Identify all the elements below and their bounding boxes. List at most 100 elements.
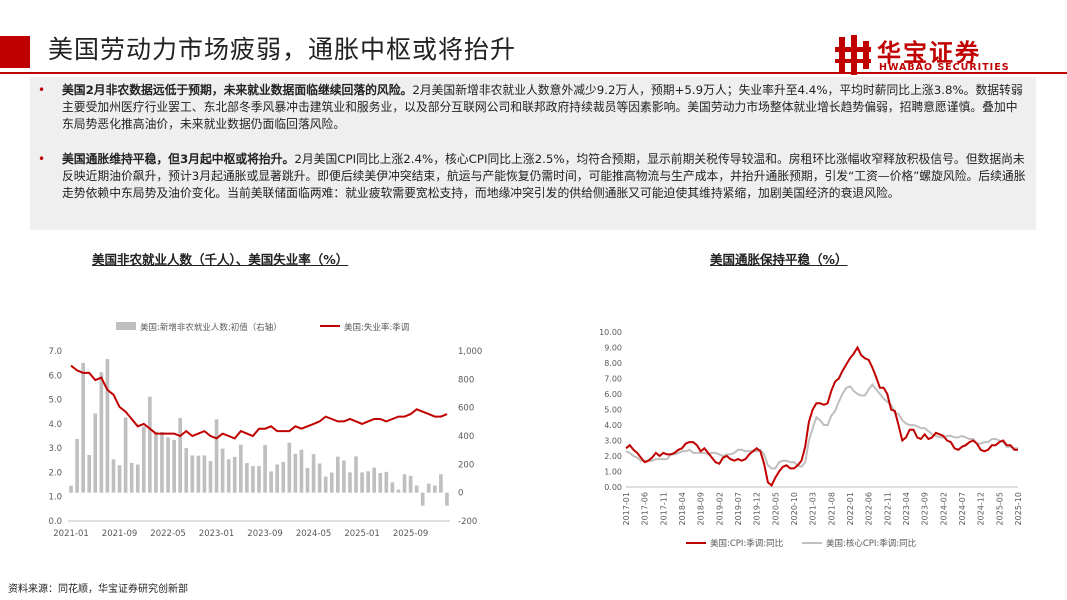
x-tick-label: 2024-02	[939, 492, 948, 525]
payroll-bar	[245, 463, 249, 493]
logo-text-cn: 华宝证券	[877, 39, 981, 67]
x-tick-label: 2019-12	[753, 492, 762, 525]
payroll-bar	[305, 467, 310, 493]
payroll-bar	[99, 372, 104, 493]
page-title: 美国劳动力市场疲弱，通胀中枢或将抬升	[48, 35, 517, 64]
x-tick-label: 2023-09	[247, 529, 283, 539]
core-cpi-line	[625, 383, 1018, 470]
payroll-bar	[238, 444, 243, 493]
payroll-bar	[372, 467, 377, 493]
y-right-tick-label: 0	[458, 489, 463, 499]
payroll-bar	[366, 471, 370, 493]
payroll-bar	[141, 426, 146, 493]
payroll-bar	[390, 482, 395, 493]
x-tick-label: 2025-05	[995, 492, 1004, 525]
summary-paragraph-inflation: • 美国通胀维持平稳，但3月起中枢或将抬升。2月美国CPI同比上涨2.4%，核心C…	[38, 151, 1027, 202]
x-tick-label: 2017-06	[641, 492, 650, 525]
payroll-bar	[93, 413, 98, 493]
unemployment-line	[70, 364, 448, 440]
payroll-bar	[329, 472, 334, 493]
x-tick-label: 2024-07	[958, 492, 967, 525]
x-tick-label: 2019-02	[715, 492, 724, 525]
payroll-bar	[117, 465, 122, 493]
x-tick-label: 2018-09	[697, 492, 706, 525]
y-tick-label: 6.00	[604, 390, 622, 399]
payroll-bar	[293, 453, 298, 493]
legend-label-unemployment: 美国:失业率:季调	[344, 322, 409, 333]
summary-headline: 美国通胀维持平稳，但3月起中枢或将抬升。	[62, 152, 295, 166]
x-tick-label: 2017-01	[622, 492, 631, 525]
y-left-tick-label: 2.0	[48, 468, 62, 478]
y-right-tick-label: 200	[458, 460, 474, 470]
y-right-tick-label: -200	[458, 517, 477, 527]
summary-body: 2月美国新增非农就业人数意外减少9.2万人，预期+5.9万人；失业率升至4.4%…	[62, 83, 1023, 131]
payroll-bar	[433, 485, 437, 493]
x-tick-label: 2017-11	[659, 492, 668, 525]
y-tick-label: 5.00	[604, 406, 622, 415]
y-left-tick-label: 3.0	[48, 444, 62, 454]
payroll-bar	[445, 492, 449, 506]
bullet-icon: •	[38, 83, 46, 97]
payroll-bar	[402, 474, 407, 493]
payroll-bar	[196, 455, 201, 493]
payroll-bar	[317, 463, 322, 493]
payroll-bar	[214, 419, 219, 493]
x-tick-label: 2025-01	[344, 529, 380, 539]
x-tick-label: 2021-08	[827, 492, 836, 525]
payroll-bar	[408, 475, 413, 493]
title-rule	[0, 72, 1067, 74]
x-tick-label: 2019-07	[734, 492, 743, 525]
x-tick-label: 2020-05	[771, 492, 780, 525]
payroll-bar	[105, 359, 110, 493]
payroll-bar	[269, 471, 273, 493]
payroll-bar	[342, 460, 346, 493]
payroll-bar	[87, 454, 92, 493]
y-tick-label: 7.00	[604, 375, 622, 384]
x-tick-label: 2021-03	[809, 492, 818, 525]
payroll-bar	[251, 466, 255, 493]
payroll-bar	[336, 456, 340, 493]
y-left-tick-label: 5.0	[48, 396, 62, 406]
logo-text-en: HWABAO SECURITIES	[879, 62, 1010, 73]
x-tick-label: 2022-06	[865, 492, 874, 525]
x-tick-label: 2022-01	[846, 492, 855, 525]
payroll-bar	[232, 456, 237, 493]
legend-label-cpi: 美国:CPI:季调:同比	[710, 538, 783, 549]
logo-mark-icon	[835, 35, 871, 75]
payroll-bar	[226, 459, 231, 493]
x-tick-label: 2021-09	[102, 529, 138, 539]
summary-headline: 美国2月非农数据远低于预期，未来就业数据面临继续回落的风险。	[62, 83, 413, 97]
payroll-bar	[439, 474, 443, 493]
chart-title-inflation: 美国通胀保持平稳（%）	[710, 252, 848, 267]
y-tick-label: 0.00	[604, 483, 622, 492]
summary-paragraph-employment: • 美国2月非农数据远低于预期，未来就业数据面临继续回落的风险。2月美国新增非农就…	[38, 82, 1027, 133]
x-tick-label: 2023-04	[902, 492, 911, 525]
y-right-tick-label: 400	[458, 432, 474, 442]
payroll-bar	[184, 448, 189, 493]
y-tick-label: 10.00	[599, 328, 622, 337]
y-tick-label: 2.00	[604, 452, 622, 461]
y-left-tick-label: 4.0	[48, 420, 62, 430]
payroll-bar	[384, 471, 389, 493]
payroll-bar	[311, 454, 316, 493]
payroll-bar	[257, 466, 261, 493]
cpi-line	[625, 345, 1018, 487]
payroll-bar	[354, 456, 358, 493]
x-tick-label: 2025-09	[393, 529, 429, 539]
legend-label-core-cpi: 美国:核心CPI:季调:同比	[826, 538, 916, 549]
payroll-bar	[287, 442, 292, 493]
y-left-tick-label: 7.0	[48, 347, 62, 357]
inflation-chart: 0.00 1.00 2.00 3.00 4.00 5.00 6.00 7.00 8.00 9.00…	[599, 328, 1023, 549]
payroll-bar	[275, 464, 280, 493]
company-logo: 华宝证券 HWABAO SECURITIES	[833, 33, 1033, 75]
y-tick-label: 1.00	[604, 468, 622, 477]
bullet-icon: •	[38, 152, 46, 166]
payroll-bar	[323, 476, 328, 493]
payroll-bar	[69, 485, 73, 493]
payroll-bar	[172, 439, 176, 493]
payroll-bar	[420, 492, 425, 506]
x-tick-label: 2025-10	[1014, 492, 1023, 525]
chart-title-payrolls: 美国非农就业人数（千人）、美国失业率（%）	[92, 252, 349, 267]
y-left-tick-label: 6.0	[48, 371, 62, 381]
payroll-bar	[111, 459, 116, 493]
